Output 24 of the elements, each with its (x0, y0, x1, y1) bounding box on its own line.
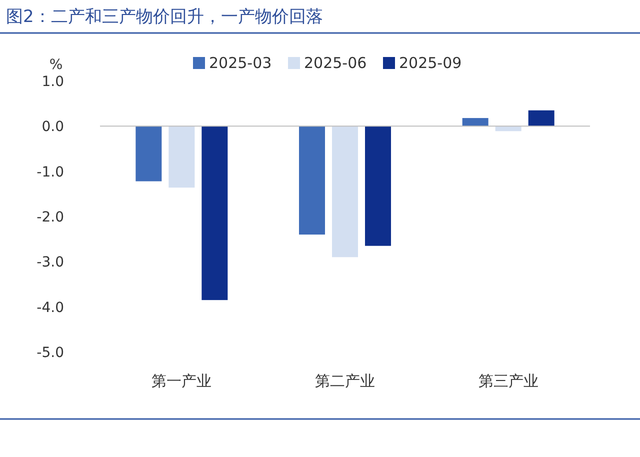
x-tick-label: 第二产业 (315, 372, 375, 390)
legend-label: 2025-03 (209, 54, 272, 72)
bar (528, 110, 554, 126)
bar (495, 126, 522, 132)
bar (299, 126, 325, 235)
legend-label: 2025-09 (399, 54, 462, 72)
y-tick-label: -2.0 (36, 210, 64, 226)
bar (462, 118, 488, 126)
bar (202, 126, 228, 300)
y-tick-label: 0.0 (42, 119, 64, 136)
y-tick-label: -3.0 (36, 254, 64, 271)
y-tick-label: 1.0 (42, 74, 64, 90)
x-tick-label: 第一产业 (152, 372, 212, 390)
bar (168, 126, 195, 188)
bar (136, 126, 162, 182)
y-tick-label: -4.0 (36, 300, 64, 316)
x-tick-label: 第三产业 (478, 372, 538, 390)
chart-title: 图2：二产和三产物价回升，一产物价回落 (6, 7, 323, 27)
y-axis-title: % (49, 57, 63, 73)
legend-label: 2025-06 (304, 54, 367, 72)
bar (365, 126, 391, 246)
y-tick-label: -1.0 (36, 164, 64, 180)
bar (332, 126, 358, 258)
y-tick-label: -5.0 (36, 345, 64, 361)
